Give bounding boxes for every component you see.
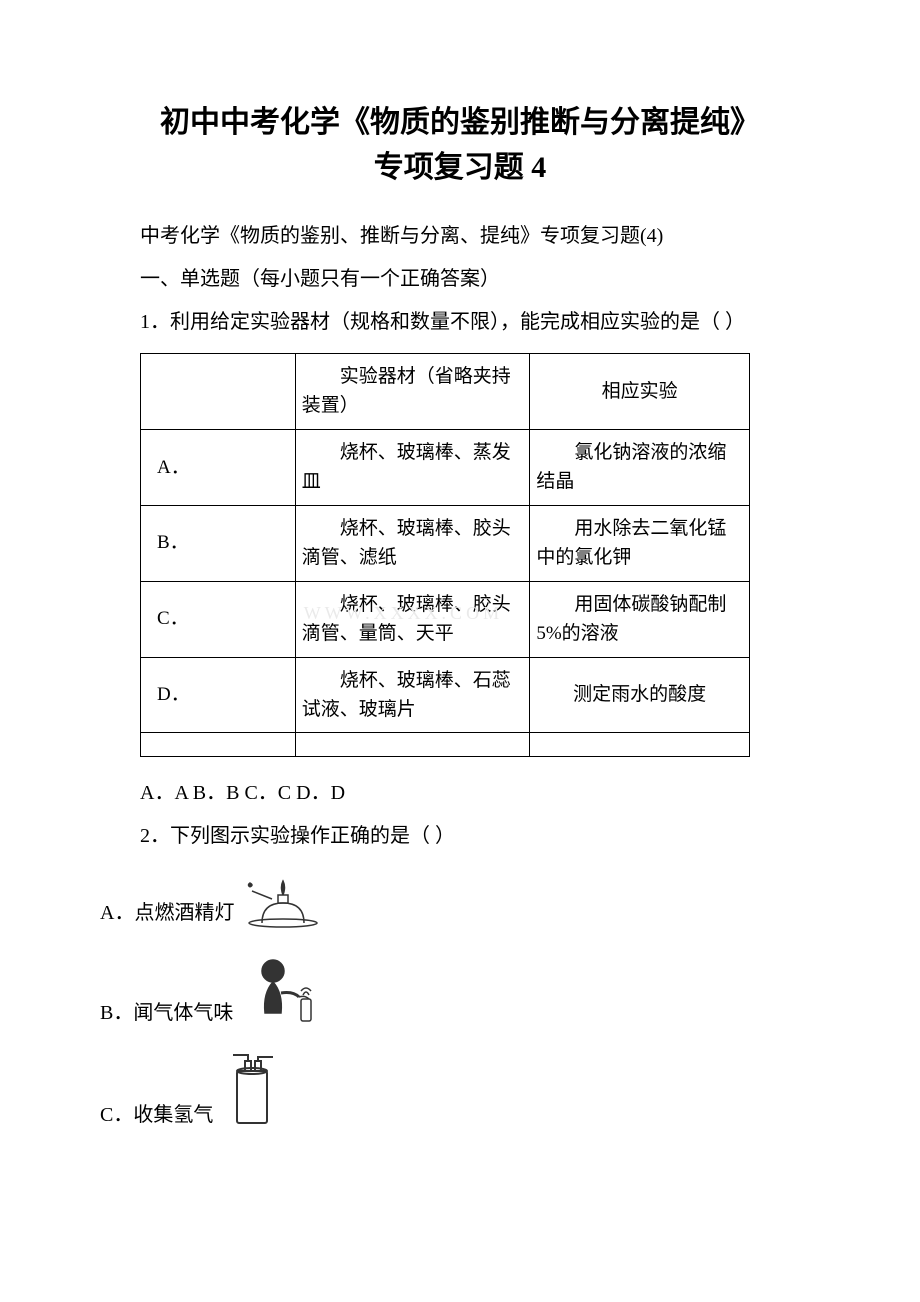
table-cell: 烧杯、玻璃棒、蒸发皿 xyxy=(295,429,530,505)
q1-table: 实验器材（省略夹持装置） 相应实验 A． 烧杯、玻璃棒、蒸发皿 氯化钠溶液的浓缩… xyxy=(140,353,750,757)
table-row: C． WWW.XXXX.COM 烧杯、玻璃棒、胶头滴管、量筒、天平 用固体碳酸钠… xyxy=(141,581,750,657)
q2-option-b: B．闻气体气味 xyxy=(100,953,820,1029)
table-cell: 烧杯、玻璃棒、石蕊试液、玻璃片 xyxy=(295,657,530,733)
table-cell xyxy=(295,733,530,757)
q1-options: A．A B．B C．C D．D xyxy=(100,775,820,812)
option-label: B．闻气体气味 xyxy=(100,997,233,1029)
table-cell: B． xyxy=(141,505,296,581)
option-label: A．点燃酒精灯 xyxy=(100,897,234,929)
table-row: 实验器材（省略夹持装置） 相应实验 xyxy=(141,354,750,430)
table-cell: A． xyxy=(141,429,296,505)
table-cell xyxy=(530,733,750,757)
table-cell xyxy=(141,354,296,430)
table-cell: 用水除去二氧化锰中的氯化钾 xyxy=(530,505,750,581)
title-line-2: 专项复习题 4 xyxy=(374,151,547,184)
table-cell: 测定雨水的酸度 xyxy=(530,657,750,733)
table-row: A． 烧杯、玻璃棒、蒸发皿 氯化钠溶液的浓缩结晶 xyxy=(141,429,750,505)
table-row: B． 烧杯、玻璃棒、胶头滴管、滤纸 用水除去二氧化锰中的氯化钾 xyxy=(141,505,750,581)
table-cell: D． xyxy=(141,657,296,733)
table-row: D． 烧杯、玻璃棒、石蕊试液、玻璃片 测定雨水的酸度 xyxy=(141,657,750,733)
q1-stem: 1．利用给定实验器材（规格和数量不限），能完成相应实验的是（ ） xyxy=(100,304,820,341)
page-title: 初中中考化学《物质的鉴别推断与分离提纯》 专项复习题 4 xyxy=(100,100,820,190)
cell-text: 烧杯、玻璃棒、胶头滴管、量筒、天平 xyxy=(302,594,511,644)
table-cell: 相应实验 xyxy=(530,354,750,430)
q2-stem: 2．下列图示实验操作正确的是（ ） xyxy=(100,818,820,855)
q2-option-a: A．点燃酒精灯 xyxy=(100,873,820,929)
smell-gas-icon xyxy=(243,953,323,1029)
table-cell: 实验器材（省略夹持装置） xyxy=(295,354,530,430)
table-cell xyxy=(141,733,296,757)
table-cell: 氯化钠溶液的浓缩结晶 xyxy=(530,429,750,505)
table-cell: WWW.XXXX.COM 烧杯、玻璃棒、胶头滴管、量筒、天平 xyxy=(295,581,530,657)
title-line-1: 初中中考化学《物质的鉴别推断与分离提纯》 xyxy=(160,106,760,139)
table-row xyxy=(141,733,750,757)
option-label: C．收集氢气 xyxy=(100,1099,213,1131)
q2-option-c: C．收集氢气 xyxy=(100,1053,820,1131)
table-cell: C． xyxy=(141,581,296,657)
gas-collection-icon xyxy=(223,1053,281,1131)
table-cell: 烧杯、玻璃棒、胶头滴管、滤纸 xyxy=(295,505,530,581)
table-cell: 用固体碳酸钠配制5%的溶液 xyxy=(530,581,750,657)
section-heading: 一、单选题（每小题只有一个正确答案） xyxy=(100,261,820,298)
alcohol-lamp-icon xyxy=(244,873,322,929)
subtitle: 中考化学《物质的鉴别、推断与分离、提纯》专项复习题(4) xyxy=(100,218,820,255)
